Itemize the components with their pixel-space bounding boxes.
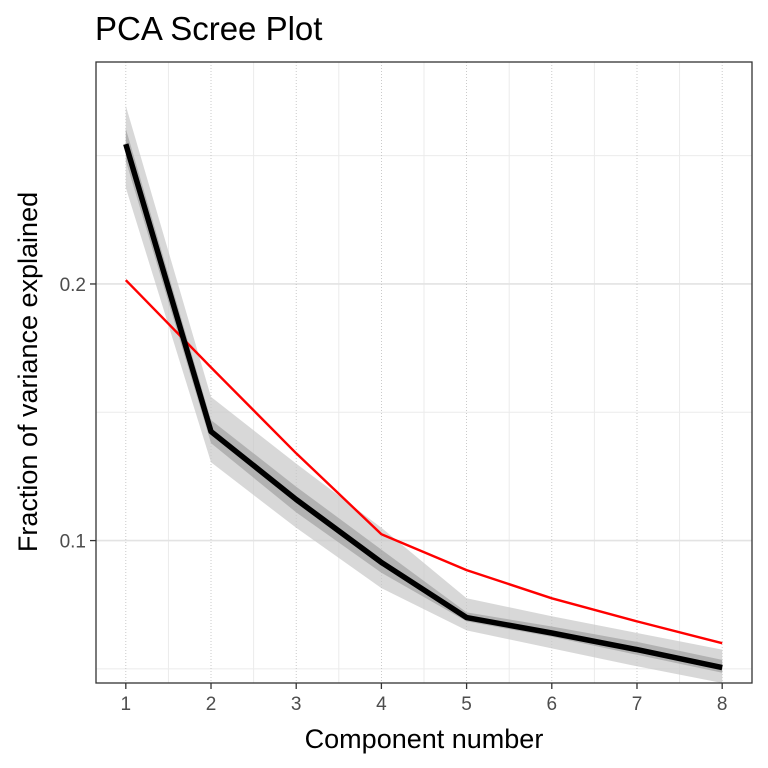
x-tick-label: 3: [291, 694, 302, 715]
x-tick-label: 7: [632, 694, 643, 715]
y-tick-label: 0.2: [60, 275, 86, 296]
x-tick-label: 2: [206, 694, 217, 715]
x-tick-label: 5: [461, 694, 472, 715]
plot-area: 1 2 3 4 5 6 7 8 0.1 0.2: [60, 61, 753, 715]
x-axis-title: Component number: [305, 724, 544, 754]
x-tick-label: 4: [376, 694, 387, 715]
chart-title: PCA Scree Plot: [95, 10, 322, 47]
x-tick-label: 1: [121, 694, 132, 715]
reference-series-line: [124, 279, 723, 645]
y-axis-title: Fraction of variance explained: [13, 192, 43, 552]
x-tick-label: 8: [717, 694, 728, 715]
confidence-band-outer: [125, 105, 723, 684]
panel-border: [95, 61, 753, 684]
observed-series-line: [123, 143, 723, 671]
x-tick-label: 6: [547, 694, 558, 715]
y-tick-label: 0.1: [60, 532, 86, 553]
